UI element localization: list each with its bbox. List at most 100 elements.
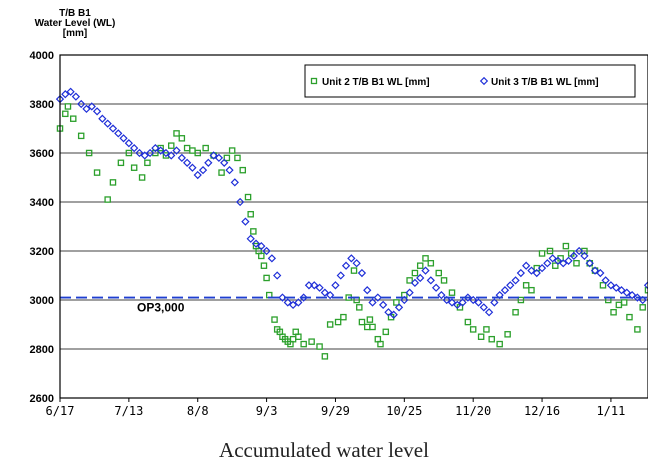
y-tick-label: 3600 bbox=[30, 148, 54, 160]
unit2-point bbox=[300, 340, 307, 348]
unit2-point bbox=[440, 277, 448, 284]
legend-box bbox=[304, 64, 636, 98]
unit3-point bbox=[363, 286, 372, 295]
unit3-point bbox=[225, 166, 234, 175]
y-axis-title-line-1: T/B B1 bbox=[59, 8, 91, 19]
unit3-point bbox=[368, 298, 377, 307]
unit3-point bbox=[606, 281, 616, 290]
unit2-point bbox=[626, 313, 633, 321]
unit2-point bbox=[615, 301, 623, 309]
x-tick-label: 12/16 bbox=[524, 404, 560, 418]
y-tick-label: 3200 bbox=[30, 246, 54, 258]
unit2-point bbox=[422, 255, 429, 262]
unit2-point bbox=[173, 130, 180, 137]
unit2-point bbox=[620, 299, 628, 306]
unit2-point bbox=[250, 228, 257, 235]
unit3-point bbox=[506, 281, 515, 290]
unit2-point bbox=[69, 115, 77, 122]
unit3-point bbox=[527, 266, 536, 275]
unit2-point bbox=[639, 304, 646, 311]
unit3-point bbox=[92, 107, 102, 116]
unit3-point bbox=[251, 239, 261, 248]
unit3-point bbox=[283, 298, 292, 307]
unit2-point bbox=[228, 147, 236, 154]
unit2-point bbox=[483, 326, 490, 333]
unit3-point bbox=[431, 283, 441, 292]
unit3-point bbox=[103, 119, 112, 128]
unit3-point bbox=[511, 276, 520, 285]
unit3-point bbox=[304, 281, 314, 290]
unit3-point bbox=[119, 134, 128, 143]
unit3-point bbox=[151, 143, 160, 153]
unit3-point bbox=[209, 151, 218, 160]
unit3-point bbox=[61, 90, 70, 99]
unit3-point bbox=[198, 166, 208, 175]
unit3-point bbox=[214, 153, 224, 163]
legend-square-marker bbox=[310, 77, 318, 85]
unit2-point bbox=[167, 142, 175, 149]
unit2-point bbox=[411, 269, 419, 277]
unit3-point bbox=[341, 261, 351, 270]
unit3-point bbox=[331, 281, 340, 290]
unit3-point bbox=[458, 298, 467, 307]
unit2-point bbox=[178, 135, 186, 142]
x-tick-label: 6/17 bbox=[46, 404, 75, 418]
unit3-point bbox=[410, 278, 420, 287]
unit3-point bbox=[516, 268, 526, 278]
unit3-point bbox=[278, 293, 287, 302]
unit3-point bbox=[241, 217, 250, 226]
unit3-point bbox=[130, 143, 139, 153]
unit2-point bbox=[183, 144, 191, 152]
y-axis-title: T/B B1 Water Level (WL) [mm] bbox=[30, 9, 120, 39]
x-tick-labels: 6/17 7/13 8/8 9/3 9/29 10/25 11/20 12/16 1/11 bbox=[46, 398, 625, 418]
plot-frame bbox=[59, 54, 648, 399]
unit3-point bbox=[235, 197, 245, 207]
unit2-point bbox=[295, 333, 302, 340]
unit2-point bbox=[552, 262, 559, 269]
unit2-point bbox=[247, 210, 254, 218]
unit2-point bbox=[77, 132, 85, 140]
unit2-point bbox=[406, 277, 413, 284]
x-tick-label: 9/29 bbox=[321, 404, 350, 418]
unit2-point bbox=[469, 326, 477, 333]
unit2-point bbox=[104, 196, 111, 203]
unit3-point bbox=[564, 256, 573, 265]
unit2-point bbox=[64, 103, 72, 110]
unit2-point bbox=[62, 110, 69, 118]
legend-label-unit2: Unit 2 T/B B1 WL [mm] bbox=[322, 77, 430, 88]
unit3-point bbox=[204, 158, 213, 167]
unit3-point bbox=[405, 288, 414, 297]
unit2-point bbox=[573, 259, 580, 267]
unit3-point bbox=[421, 266, 430, 275]
unit3-point bbox=[479, 303, 488, 312]
unit3-point bbox=[188, 163, 197, 172]
unit3-point bbox=[357, 268, 367, 278]
unit3-point bbox=[574, 246, 584, 256]
series-markers bbox=[55, 87, 648, 360]
series-2 bbox=[55, 87, 648, 319]
unit3-point bbox=[612, 283, 621, 292]
unit3-point bbox=[352, 259, 361, 268]
unit2-point bbox=[504, 331, 511, 338]
chart-caption: Accumulated water level bbox=[219, 438, 429, 462]
unit3-point bbox=[585, 259, 594, 268]
unit3-point bbox=[326, 290, 335, 300]
unit3-point bbox=[182, 158, 192, 167]
y-axis-title-line-3: [mm] bbox=[62, 28, 88, 39]
unit3-point bbox=[167, 151, 176, 160]
unit2-point bbox=[435, 269, 443, 277]
unit2-point bbox=[239, 166, 247, 174]
x-tick-label: 11/20 bbox=[455, 404, 491, 418]
unit3-point bbox=[71, 92, 81, 101]
unit2-point bbox=[522, 282, 530, 289]
unit2-point bbox=[138, 174, 146, 181]
unit2-point bbox=[363, 323, 371, 331]
unit3-point bbox=[108, 124, 118, 133]
unit3-point bbox=[378, 300, 388, 310]
x-tick-label: 10/25 bbox=[386, 404, 422, 418]
unit2-point bbox=[562, 242, 570, 250]
unit3-point bbox=[315, 283, 324, 292]
unit3-point bbox=[474, 298, 483, 307]
unit2-point bbox=[218, 169, 225, 176]
